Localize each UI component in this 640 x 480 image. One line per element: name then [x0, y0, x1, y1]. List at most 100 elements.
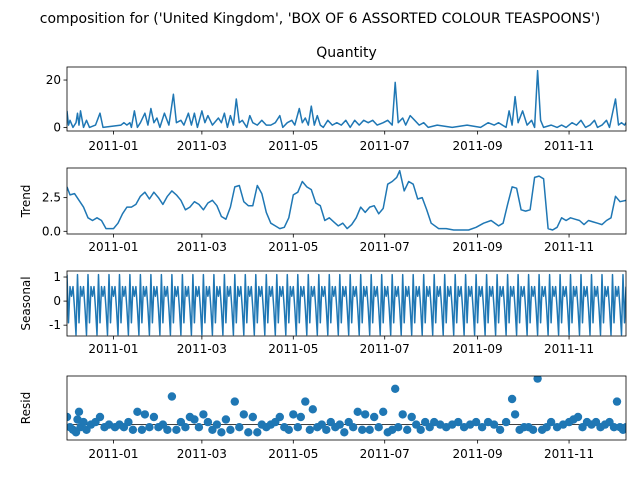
resid-point — [403, 425, 412, 434]
resid-point — [226, 425, 235, 434]
x-tick-label: 2011-09 — [453, 342, 503, 356]
resid-point — [181, 423, 190, 432]
resid-point — [365, 425, 374, 434]
resid-point — [374, 423, 383, 432]
x-tick-label: 2011-07 — [360, 139, 410, 153]
resid-data — [67, 376, 626, 437]
resid-point — [253, 428, 262, 437]
trend-data — [67, 169, 626, 231]
resid-point — [528, 425, 538, 434]
x-tick-label: 2011-05 — [268, 240, 318, 254]
x-tick-label: 2011-05 — [268, 447, 318, 461]
panel-observed: 0 20 2011-01 2011-03 2011-05 2011-07 2011-09 20… — [46, 45, 627, 153]
resid-point — [621, 423, 626, 432]
resid-point — [322, 425, 331, 434]
resid-point — [244, 428, 253, 437]
resid-point — [407, 412, 416, 422]
resid-point — [212, 420, 222, 429]
x-tick-label: 2011-01 — [88, 342, 138, 356]
resid-point — [370, 412, 379, 422]
x-tick-label: 2011-09 — [453, 447, 503, 461]
y-tick-label: 0 — [53, 120, 61, 134]
resid-point — [308, 405, 317, 414]
resid-point — [398, 410, 407, 419]
resid-point — [489, 420, 499, 429]
x-tick-label: 2011-03 — [177, 447, 227, 461]
resid-point — [128, 425, 138, 434]
resid-point — [546, 417, 556, 427]
axes-frame — [66, 375, 627, 441]
resid-point — [612, 397, 622, 406]
x-tick-label: 2011-01 — [88, 447, 138, 461]
x-tick-label: 2011-07 — [360, 342, 410, 356]
resid-point — [379, 407, 388, 416]
x-tick-label: 2011-05 — [268, 139, 318, 153]
axes-frame — [66, 167, 627, 235]
resid-point — [471, 417, 481, 427]
resid-point — [140, 410, 150, 419]
resid-point — [284, 425, 293, 434]
resid-point — [124, 417, 133, 427]
y-axis-label: Trend — [19, 185, 33, 219]
observed-line — [67, 69, 626, 129]
resid-point — [454, 417, 463, 427]
resid-point — [79, 417, 88, 427]
resid-point — [239, 410, 248, 419]
y-tick-label: 1 — [53, 270, 61, 284]
resid-point — [305, 425, 314, 434]
seasonal-data — [67, 273, 626, 336]
resid-point — [501, 417, 511, 427]
panel-title: Quantity — [316, 45, 377, 61]
x-tick-label: 2011-09 — [453, 240, 503, 254]
x-tick-label: 2011-03 — [177, 139, 227, 153]
resid-point — [495, 425, 505, 434]
panel-seasonal: -1 0 1 2011-01 2011-03 2011-05 2011-07 2011-09 2… — [19, 270, 627, 356]
resid-point — [533, 376, 542, 383]
resid-point — [335, 420, 344, 429]
observed-data — [67, 69, 626, 129]
resid-point — [349, 423, 358, 432]
x-tick-label: 2011-01 — [88, 139, 138, 153]
y-tick-label: 0 — [53, 294, 61, 308]
resid-point — [361, 410, 370, 419]
x-tick-label: 2011-05 — [268, 342, 318, 356]
resid-point — [74, 407, 84, 416]
x-tick-label: 2011-07 — [360, 447, 410, 461]
resid-point — [358, 425, 367, 434]
axes-frame — [66, 270, 627, 337]
resid-point — [340, 428, 349, 437]
resid-point — [573, 412, 583, 422]
resid-point — [296, 412, 305, 422]
resid-point — [203, 417, 213, 427]
resid-point — [67, 412, 72, 422]
resid-point — [248, 412, 257, 422]
x-tick-label: 2011-09 — [453, 139, 503, 153]
resid-point — [163, 425, 172, 434]
x-tick-label: 2011-11 — [544, 342, 594, 356]
resid-point — [167, 392, 177, 401]
resid-point — [477, 423, 487, 432]
panel-trend: 0.0 2.5 2011-01 2011-03 2011-05 2011-07 2011-0… — [19, 167, 627, 254]
resid-point — [289, 410, 298, 419]
resid-point — [149, 412, 159, 422]
resid-point — [95, 412, 105, 422]
resid-point — [353, 407, 362, 416]
resid-point — [133, 407, 142, 416]
resid-point — [217, 428, 226, 437]
resid-point — [507, 394, 517, 404]
x-tick-label: 2011-11 — [544, 447, 594, 461]
y-axis-label: Seasonal — [19, 276, 33, 330]
resid-point — [394, 423, 403, 432]
resid-point — [221, 415, 231, 424]
resid-point — [194, 423, 204, 432]
x-tick-label: 2011-11 — [544, 139, 594, 153]
resid-point — [301, 397, 310, 406]
resid-point — [609, 423, 619, 432]
x-tick-label: 2011-11 — [544, 240, 594, 254]
resid-point — [391, 384, 400, 393]
axes-frame — [66, 66, 627, 132]
figure-suptitle: composition for ('United Kingdom', 'BOX … — [40, 11, 600, 27]
resid-point — [293, 423, 302, 432]
resid-point — [275, 412, 284, 422]
